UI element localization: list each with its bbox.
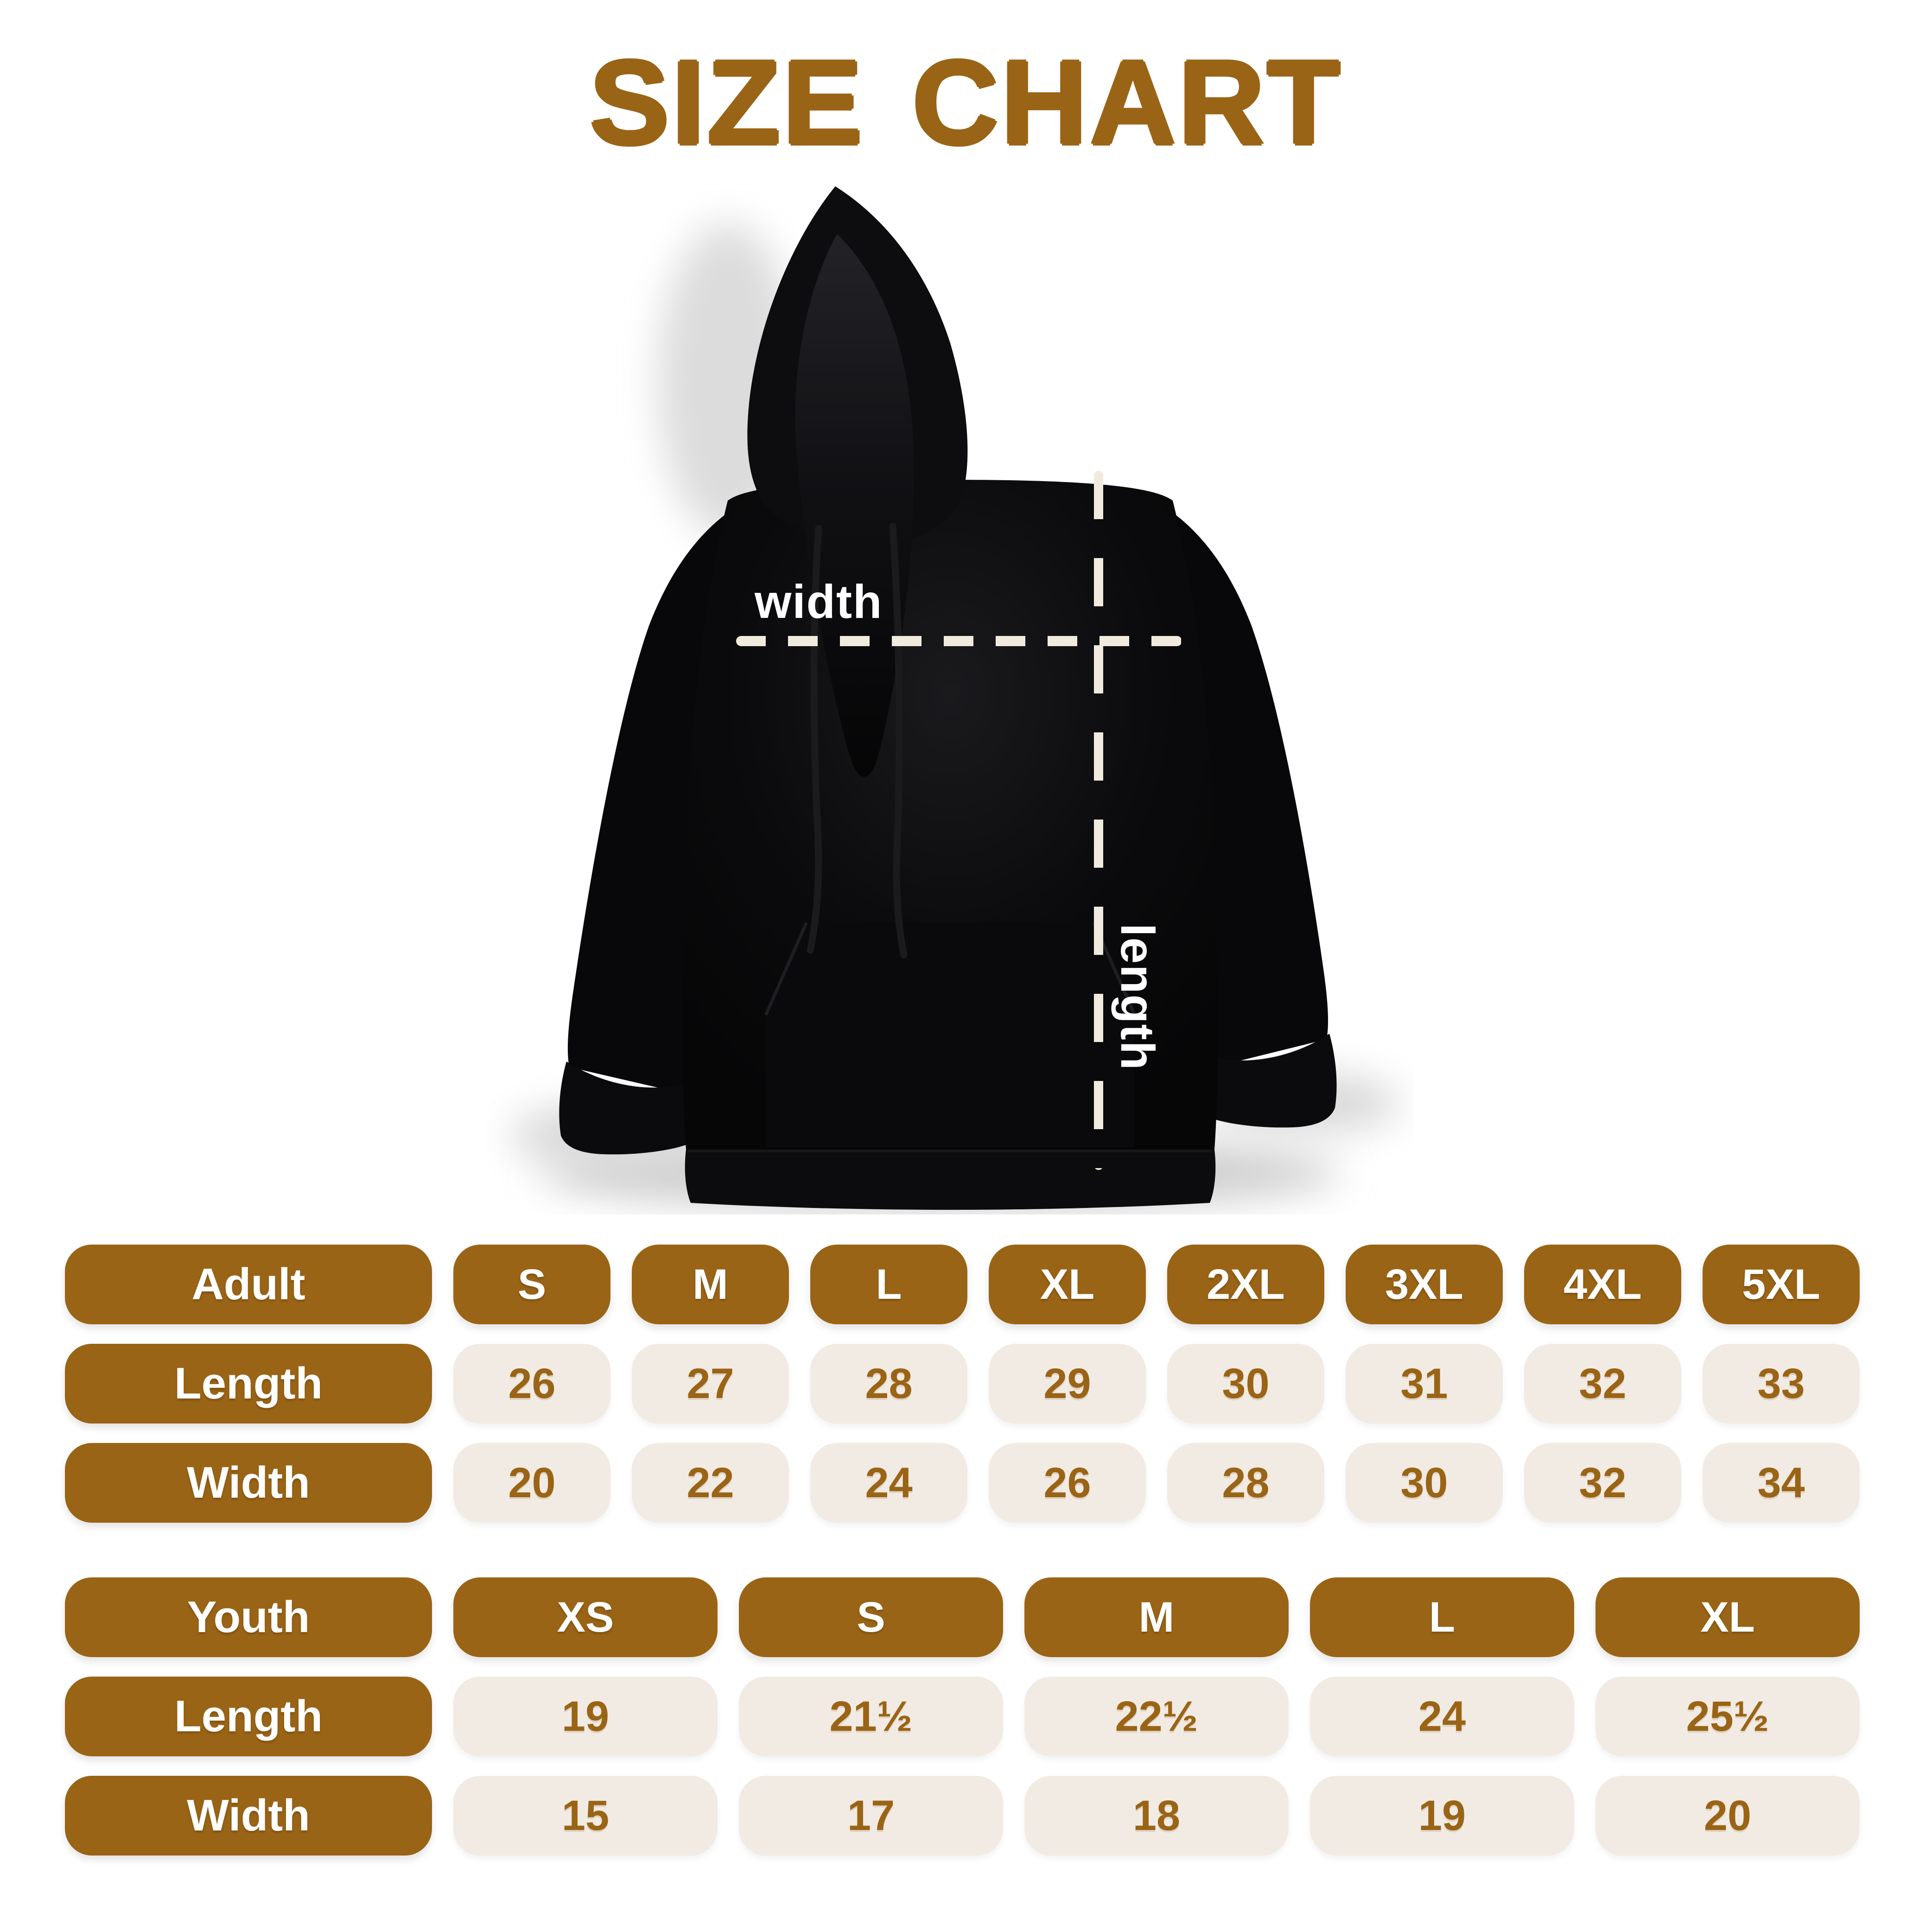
hoodie-right-cuff	[1196, 1034, 1337, 1128]
hoodie-image	[510, 186, 1400, 1212]
adult-size-table: Adult S M L XL 2XL 3XL 4XL 5XL Length 26…	[65, 1245, 1860, 1542]
adult-length-value: 32	[1524, 1344, 1681, 1424]
adult-size-pill-2xl: 2XL	[1167, 1245, 1324, 1324]
adult-width-row: Width 20 22 24 26 28 30 32 34	[65, 1443, 1860, 1523]
adult-width-value: 34	[1703, 1443, 1860, 1523]
adult-length-value: 31	[1346, 1344, 1503, 1424]
adult-length-value: 26	[453, 1344, 610, 1424]
length-measure-label: length	[1111, 923, 1164, 1071]
width-dashed-line	[736, 636, 1182, 646]
youth-width-row: Width 15 17 18 19 20	[65, 1776, 1860, 1856]
youth-size-pill-xs: XS	[453, 1577, 718, 1657]
adult-width-value: 20	[453, 1443, 610, 1523]
youth-width-value: 15	[453, 1776, 718, 1856]
youth-width-label: Width	[65, 1776, 432, 1856]
adult-width-value: 26	[989, 1443, 1146, 1523]
width-measure-label: width	[755, 575, 883, 628]
youth-size-pill-s: S	[739, 1577, 1003, 1657]
adult-width-value: 32	[1524, 1443, 1681, 1523]
pocket-left-opening	[764, 922, 808, 1016]
adult-length-value: 27	[632, 1344, 789, 1424]
hoodie-pocket	[766, 922, 1135, 1147]
youth-size-pill-l: L	[1310, 1577, 1574, 1657]
adult-table-label: Adult	[65, 1245, 432, 1324]
page-title: SIZE CHART	[590, 35, 1342, 169]
youth-width-value: 19	[1310, 1776, 1574, 1856]
adult-width-value: 28	[1167, 1443, 1324, 1523]
adult-size-pill-3xl: 3XL	[1346, 1245, 1503, 1324]
youth-width-value: 20	[1595, 1776, 1860, 1856]
adult-width-label: Width	[65, 1443, 432, 1523]
left-drawstring	[807, 525, 822, 954]
youth-length-value: 25½	[1595, 1677, 1860, 1756]
youth-size-pill-m: M	[1024, 1577, 1289, 1657]
adult-length-value: 33	[1703, 1344, 1860, 1424]
adult-length-value: 30	[1167, 1344, 1324, 1424]
youth-header-row: Youth XS S M L XL	[65, 1577, 1860, 1657]
youth-length-row: Length 19 21½ 22½ 24 25½	[65, 1677, 1860, 1756]
youth-length-value: 24	[1310, 1677, 1574, 1756]
youth-width-value: 18	[1024, 1776, 1289, 1856]
adult-size-pill-xl: XL	[989, 1245, 1146, 1324]
adult-size-pill-s: S	[453, 1245, 610, 1324]
youth-size-table: Youth XS S M L XL Length 19 21½ 22½ 24 2…	[65, 1577, 1860, 1875]
adult-length-value: 28	[810, 1344, 967, 1424]
adult-length-row: Length 26 27 28 29 30 31 32 33	[65, 1344, 1860, 1424]
youth-length-value: 22½	[1024, 1677, 1289, 1756]
youth-length-value: 19	[453, 1677, 718, 1756]
adult-length-label: Length	[65, 1344, 432, 1424]
youth-length-label: Length	[65, 1677, 432, 1756]
youth-size-pill-xl: XL	[1595, 1577, 1860, 1657]
hoodie-hem	[685, 1150, 1216, 1210]
adult-size-pill-4xl: 4XL	[1524, 1245, 1681, 1324]
youth-length-value: 21½	[739, 1677, 1003, 1756]
adult-width-value: 24	[810, 1443, 967, 1523]
adult-width-value: 30	[1346, 1443, 1503, 1523]
adult-size-pill-l: L	[810, 1245, 967, 1324]
youth-width-value: 17	[739, 1776, 1003, 1856]
adult-length-value: 29	[989, 1344, 1146, 1424]
right-drawstring	[889, 522, 908, 959]
adult-size-pill-5xl: 5XL	[1703, 1245, 1860, 1324]
length-dashed-line	[1094, 471, 1103, 1170]
hoodie-left-cuff	[559, 1061, 701, 1155]
adult-size-pill-m: M	[632, 1245, 789, 1324]
youth-table-label: Youth	[65, 1577, 432, 1657]
adult-header-row: Adult S M L XL 2XL 3XL 4XL 5XL	[65, 1245, 1860, 1324]
adult-width-value: 22	[632, 1443, 789, 1523]
